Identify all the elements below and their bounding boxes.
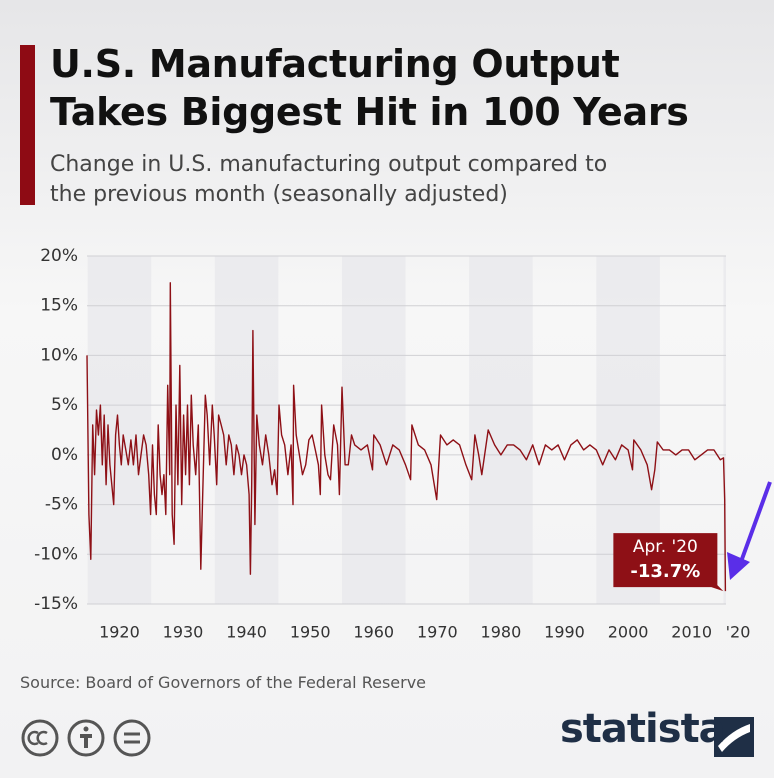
x-tick-label: 1920 <box>99 623 140 642</box>
annotation-label: Apr. '20 <box>633 537 698 557</box>
accent-bar <box>20 45 35 205</box>
x-tick-label: 1960 <box>353 623 394 642</box>
bands <box>87 256 726 604</box>
logo-wave <box>718 724 750 752</box>
x-tick-label: 1970 <box>417 623 458 642</box>
decade-band <box>341 256 406 604</box>
y-tick-label: 15% <box>40 296 78 316</box>
y-tick-label: 5% <box>51 395 78 415</box>
decade-band <box>87 256 152 604</box>
annotation-box <box>613 533 724 592</box>
grid <box>87 255 726 605</box>
nd-icon <box>113 719 151 757</box>
nd-glyph <box>124 732 140 744</box>
source: Source: Board of Governors of the Federa… <box>20 673 427 692</box>
labels: 1920 1930 1940 1950 1960 1970 1980 1990 2000 2010… <box>34 246 750 642</box>
x-tick-label: 1980 <box>481 623 522 642</box>
series-line <box>86 282 727 592</box>
decade-band <box>214 256 279 604</box>
cc-glyph <box>27 730 48 746</box>
by-head <box>83 726 89 732</box>
arrow-head <box>727 552 750 580</box>
x-tick-label: 1990 <box>544 623 585 642</box>
by-icon <box>67 719 105 757</box>
x-tick-label: 1930 <box>163 623 204 642</box>
x-tick-label: 1950 <box>290 623 331 642</box>
title: U.S. Manufacturing Output Takes Biggest … <box>50 42 689 134</box>
y-tick-label: 20% <box>40 246 78 266</box>
x-tick-label: '20 <box>726 623 751 642</box>
icons <box>21 719 151 757</box>
y-tick-label: -15% <box>34 594 78 614</box>
by-body <box>80 734 92 748</box>
y-tick-label: -10% <box>34 544 78 564</box>
logo-mark <box>714 717 754 757</box>
decade-band <box>469 256 533 604</box>
x-tick-label: 2000 <box>608 623 649 642</box>
y-tick-label: 10% <box>40 345 78 365</box>
y-tick-label: 0% <box>51 445 78 465</box>
x-tick-label: 1940 <box>226 623 267 642</box>
subtitle: Change in U.S. manufacturing output comp… <box>50 152 608 207</box>
cc-icon <box>21 719 59 757</box>
arrow-shaft <box>736 481 772 571</box>
data-label: -13.7% <box>630 561 700 582</box>
x-tick-label: 2010 <box>671 623 712 642</box>
y-tick-label: -5% <box>45 495 78 515</box>
decade-band <box>723 256 726 604</box>
lines <box>86 282 727 592</box>
brand: statista <box>560 706 726 752</box>
